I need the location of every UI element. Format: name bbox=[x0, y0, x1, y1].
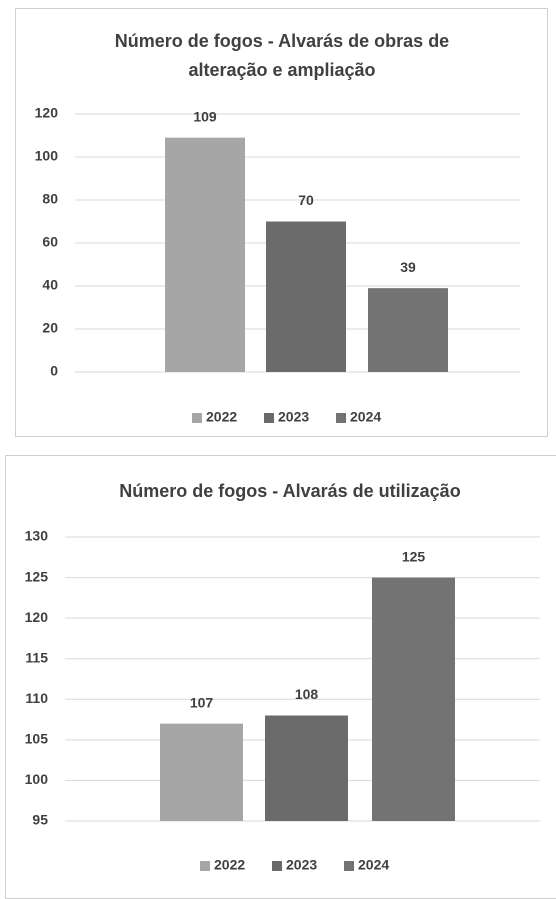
legend-swatch bbox=[264, 413, 274, 423]
chart-frame bbox=[5, 455, 556, 899]
bar bbox=[165, 137, 245, 372]
chart-title: Número de fogos - Alvarás de utilização bbox=[119, 481, 460, 501]
data-label: 125 bbox=[402, 548, 426, 564]
bar bbox=[266, 221, 346, 372]
y-tick-label: 130 bbox=[25, 528, 49, 544]
y-tick-label: 120 bbox=[35, 105, 59, 121]
legend-swatch bbox=[344, 861, 354, 871]
y-tick-label: 115 bbox=[25, 649, 48, 665]
y-tick-label: 40 bbox=[42, 277, 58, 293]
y-tick-label: 100 bbox=[25, 771, 49, 787]
bar bbox=[265, 715, 348, 821]
chart-title: Número de fogos - Alvarás de obras de bbox=[115, 31, 449, 51]
bar bbox=[372, 577, 455, 821]
y-tick-label: 60 bbox=[42, 234, 58, 250]
legend-swatch bbox=[336, 413, 346, 423]
data-label: 107 bbox=[190, 694, 214, 710]
y-tick-label: 95 bbox=[32, 812, 48, 828]
data-label: 108 bbox=[295, 686, 319, 702]
legend-label: 2024 bbox=[358, 857, 389, 873]
data-label: 70 bbox=[298, 192, 314, 208]
legend-swatch bbox=[200, 861, 210, 871]
legend-label: 2023 bbox=[286, 857, 317, 873]
chart-frame bbox=[15, 8, 548, 437]
y-tick-label: 100 bbox=[35, 148, 59, 164]
y-tick-label: 80 bbox=[42, 191, 58, 207]
legend-swatch bbox=[192, 413, 202, 423]
legend-label: 2023 bbox=[278, 409, 309, 425]
bar bbox=[160, 723, 243, 821]
y-tick-label: 120 bbox=[25, 609, 49, 625]
bar bbox=[368, 288, 448, 372]
y-tick-label: 20 bbox=[42, 320, 58, 336]
y-tick-label: 110 bbox=[25, 690, 48, 706]
legend-label: 2022 bbox=[214, 857, 245, 873]
legend-label: 2024 bbox=[350, 409, 381, 425]
data-label: 109 bbox=[193, 108, 217, 124]
y-tick-label: 125 bbox=[25, 568, 49, 584]
y-tick-label: 0 bbox=[50, 363, 58, 379]
legend-swatch bbox=[272, 861, 282, 871]
y-tick-label: 105 bbox=[25, 731, 49, 747]
legend-label: 2022 bbox=[206, 409, 237, 425]
data-label: 39 bbox=[400, 259, 416, 275]
chart-title: alteração e ampliação bbox=[188, 60, 375, 80]
